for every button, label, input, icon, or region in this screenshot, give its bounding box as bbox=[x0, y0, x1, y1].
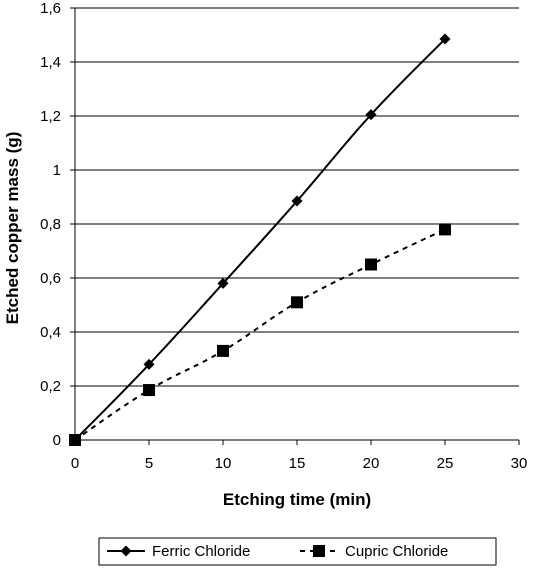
y-tick-label: 1,6 bbox=[40, 0, 61, 17]
y-tick-label: 1,2 bbox=[40, 108, 61, 125]
data-point bbox=[291, 195, 303, 207]
data-point bbox=[143, 358, 155, 370]
x-tick-label: 15 bbox=[289, 455, 306, 472]
legend-marker bbox=[120, 545, 132, 557]
series-line bbox=[74, 38, 446, 441]
y-axis-title: Etched copper mass (g) bbox=[3, 132, 22, 325]
legend-label: Cupric Chloride bbox=[345, 543, 448, 560]
gridlines bbox=[75, 7, 519, 387]
legend-label: Ferric Chloride bbox=[152, 543, 250, 560]
y-tick-label: 0,8 bbox=[40, 216, 61, 233]
y-tick-label: 1 bbox=[53, 162, 61, 179]
y-tick-label: 0,4 bbox=[40, 324, 61, 341]
x-tick-label: 20 bbox=[363, 455, 380, 472]
x-ticks: 0 5 10 15 20 25 30 bbox=[71, 440, 528, 472]
series-line bbox=[74, 228, 446, 441]
data-point bbox=[217, 277, 229, 289]
data-point bbox=[69, 434, 81, 446]
series-layer bbox=[69, 33, 451, 446]
data-point bbox=[365, 109, 377, 121]
y-tick-label: 0 bbox=[53, 432, 61, 449]
x-axis-title: Etching time (min) bbox=[223, 490, 371, 509]
data-point bbox=[439, 223, 451, 236]
data-point bbox=[365, 258, 377, 271]
data-point bbox=[439, 33, 451, 45]
data-point bbox=[143, 384, 155, 397]
y-tick-label: 0,2 bbox=[40, 378, 61, 395]
x-tick-label: 5 bbox=[145, 455, 153, 472]
x-tick-label: 25 bbox=[437, 455, 454, 472]
legend: Ferric Chloride Cupric Chloride bbox=[98, 537, 497, 566]
legend-marker bbox=[313, 545, 325, 557]
x-tick-label: 30 bbox=[511, 455, 528, 472]
y-ticks: 0 0,2 0,4 0,6 0,8 1 1,2 1,4 1,6 bbox=[40, 0, 75, 449]
data-point bbox=[217, 344, 229, 357]
data-point bbox=[291, 296, 303, 309]
x-tick-label: 0 bbox=[71, 455, 79, 472]
series-1 bbox=[69, 223, 451, 446]
series-0 bbox=[69, 33, 451, 446]
y-tick-label: 1,4 bbox=[40, 54, 61, 71]
y-tick-label: 0,6 bbox=[40, 270, 61, 287]
legend-box bbox=[98, 537, 497, 566]
x-tick-label: 10 bbox=[215, 455, 232, 472]
